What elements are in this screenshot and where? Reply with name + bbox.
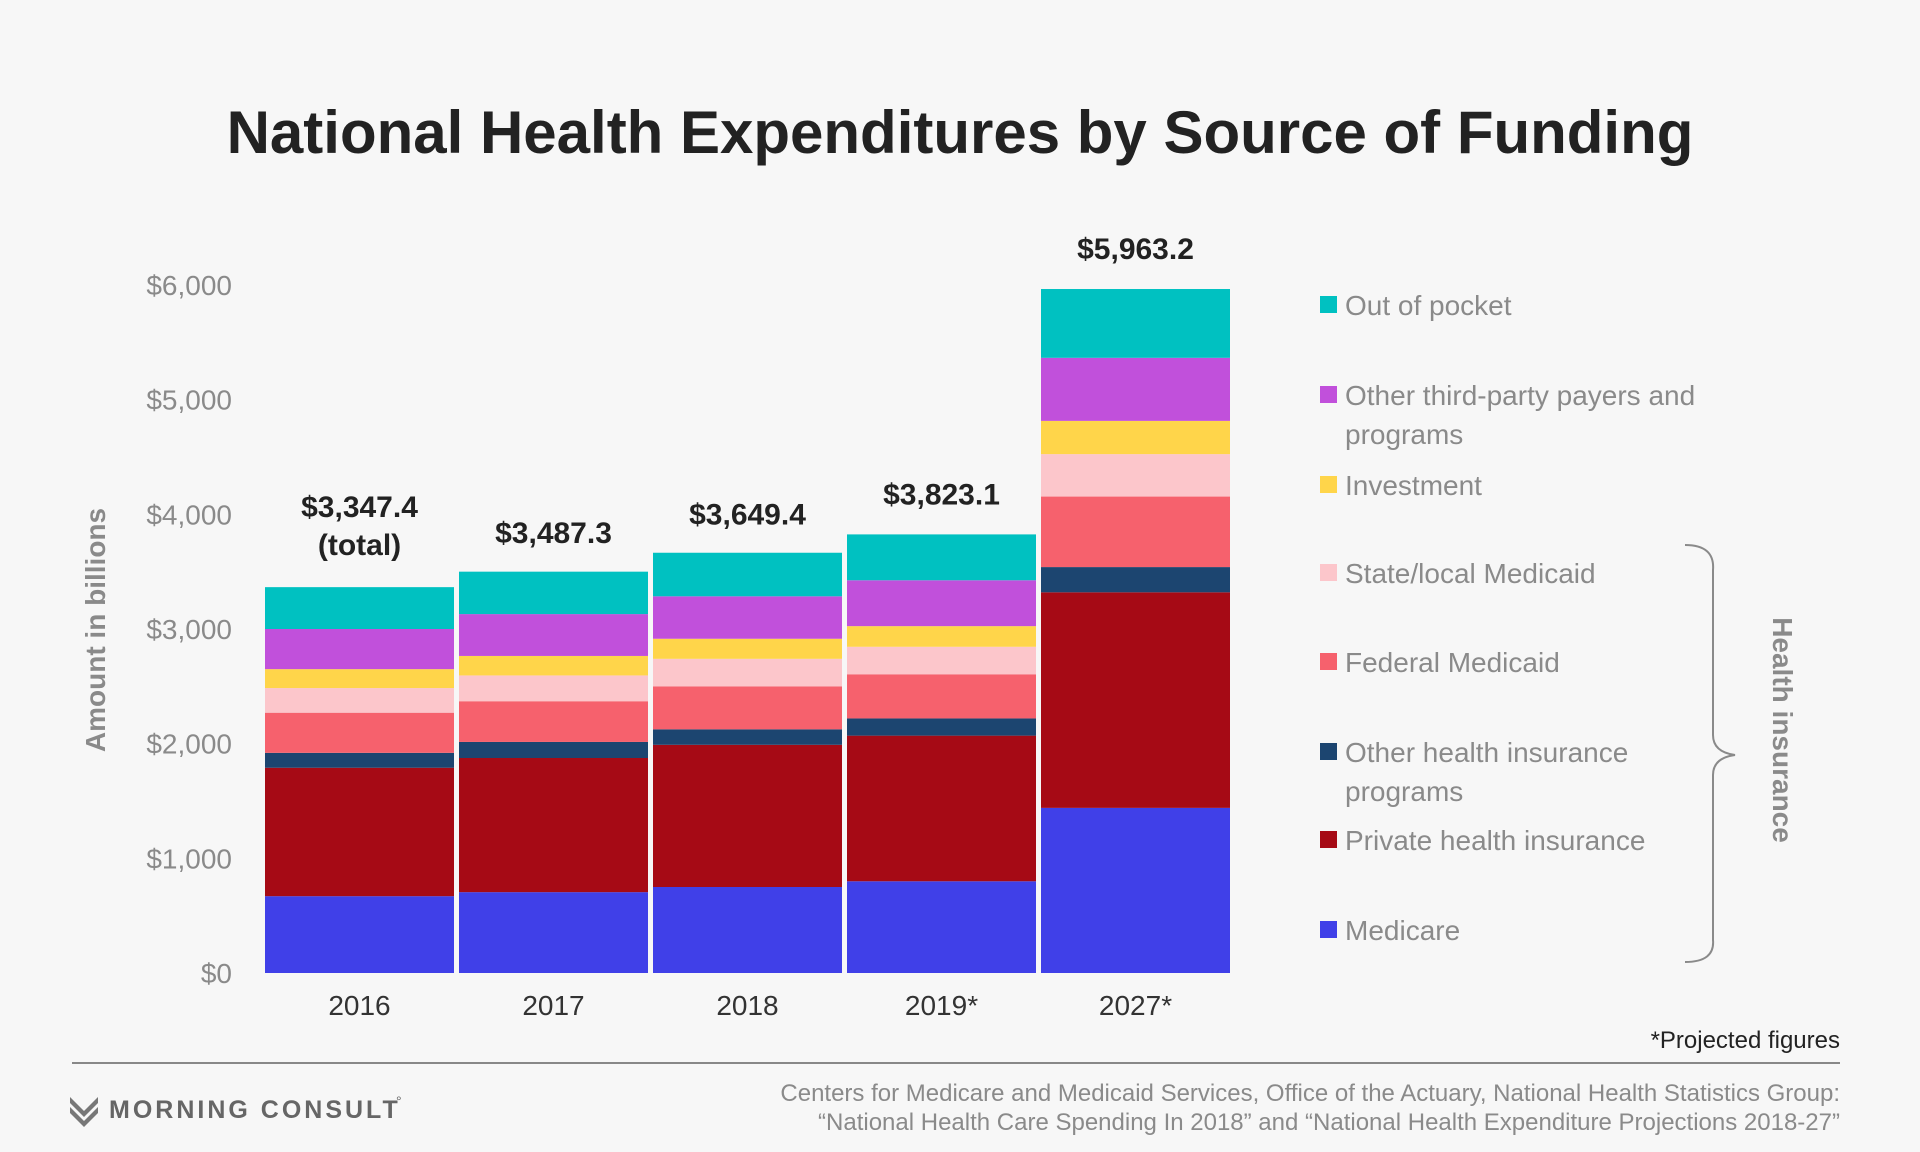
bar-segment	[1041, 496, 1230, 568]
bar-segment	[653, 686, 842, 730]
x-tick-label: 2017	[522, 990, 584, 1021]
y-tick-label: $0	[201, 958, 232, 989]
x-axis: 2016 2017 2018 2019* 2027*	[328, 990, 1172, 1021]
bar-segment	[265, 712, 454, 753]
total-label: $3,347.4	[301, 491, 418, 524]
total-label: $3,823.1	[883, 479, 1000, 512]
legend-swatch	[1320, 653, 1337, 670]
bar-segment	[459, 614, 648, 656]
legend-swatch	[1320, 476, 1337, 493]
bar-segment	[653, 729, 842, 745]
bar-segment	[265, 688, 454, 713]
brand-mark: °	[396, 1093, 402, 1109]
bar-segment	[265, 669, 454, 689]
footnote: *Projected figures	[1651, 1027, 1840, 1054]
legend-label: Investment	[1345, 470, 1482, 501]
legend-swatch	[1320, 743, 1337, 760]
bar-segment	[847, 735, 1036, 882]
bar-segment	[459, 892, 648, 973]
bar-segment	[653, 658, 842, 687]
legend-label: Out of pocket	[1345, 290, 1512, 321]
bar-segment	[847, 674, 1036, 719]
x-tick-label: 2018	[716, 990, 778, 1021]
x-tick-label: 2019*	[905, 990, 978, 1021]
legend-label: Private health insurance	[1345, 825, 1645, 856]
legend-label: Other health insurance	[1345, 737, 1628, 768]
health-insurance-bracket	[1684, 544, 1736, 963]
bar-segment	[847, 881, 1036, 973]
bar-segment	[1041, 454, 1230, 497]
bar-segment	[653, 638, 842, 659]
legend-label: State/local Medicaid	[1345, 558, 1596, 589]
bar-segment	[847, 580, 1036, 627]
bar-segment	[847, 534, 1036, 581]
bar-segment	[265, 587, 454, 629]
health-insurance-label: Health insurance	[1767, 617, 1798, 843]
source-line-2: “National Health Care Spending In 2018” …	[818, 1109, 1840, 1136]
morning-consult-logo-icon	[70, 1097, 98, 1127]
bar-segment	[265, 896, 454, 973]
brand-name: MORNING CONSULT	[109, 1096, 401, 1124]
x-tick-label: 2016	[328, 990, 390, 1021]
bar-segment	[1041, 567, 1230, 593]
total-label: $5,963.2	[1077, 233, 1194, 266]
bars	[265, 289, 1230, 973]
y-tick-label: $4,000	[146, 499, 232, 530]
legend-swatch	[1320, 386, 1337, 403]
bar-segment	[1041, 807, 1230, 973]
total-labels: $3,347.4 (total) $3,487.3 $3,649.4 $3,823.1 $…	[301, 233, 1194, 562]
bar-segment	[847, 646, 1036, 675]
total-label-suffix: (total)	[318, 529, 401, 562]
y-tick-label: $6,000	[146, 270, 232, 301]
total-label: $3,487.3	[495, 517, 612, 550]
bar-segment	[1041, 289, 1230, 358]
bar-segment	[653, 887, 842, 973]
bar-segment	[653, 744, 842, 887]
y-tick-label: $3,000	[146, 614, 232, 645]
legend-label: Other third-party payers and	[1345, 380, 1695, 411]
legend-label: Federal Medicaid	[1345, 647, 1560, 678]
y-tick-label: $2,000	[146, 729, 232, 760]
legend: Out of pocket Other third-party payers an…	[1320, 290, 1695, 946]
bar-segment	[847, 626, 1036, 647]
legend-swatch	[1320, 921, 1337, 938]
x-tick-label: 2027*	[1099, 990, 1172, 1021]
bar-segment	[459, 571, 648, 615]
total-label: $3,649.4	[689, 499, 806, 532]
bar-segment	[265, 629, 454, 670]
bar-segment	[1041, 357, 1230, 421]
source-line-1: Centers for Medicare and Medicaid Servic…	[780, 1080, 1840, 1107]
bar-segment	[1041, 592, 1230, 808]
bar-segment	[1041, 420, 1230, 455]
bar-segment	[653, 552, 842, 597]
bar-segment	[459, 701, 648, 742]
y-axis: $0 $1,000 $2,000 $3,000 $4,000 $5,000 $6,000	[146, 270, 232, 989]
bar-segment	[265, 752, 454, 768]
legend-label: programs	[1345, 419, 1463, 450]
bar-segment	[459, 655, 648, 676]
y-axis-label: Amount in billions	[80, 508, 111, 752]
legend-swatch	[1320, 831, 1337, 848]
bar-segment	[459, 758, 648, 893]
legend-swatch	[1320, 296, 1337, 313]
bar-segment	[459, 675, 648, 702]
bar-segment	[847, 718, 1036, 736]
chart-title: National Health Expenditures by Source o…	[227, 99, 1694, 166]
bar-segment	[265, 767, 454, 897]
legend-label: programs	[1345, 776, 1463, 807]
bar-segment	[459, 741, 648, 758]
legend-label: Medicare	[1345, 915, 1460, 946]
bar-segment	[653, 596, 842, 639]
legend-swatch	[1320, 564, 1337, 581]
y-tick-label: $1,000	[146, 843, 232, 874]
y-tick-label: $5,000	[146, 385, 232, 416]
